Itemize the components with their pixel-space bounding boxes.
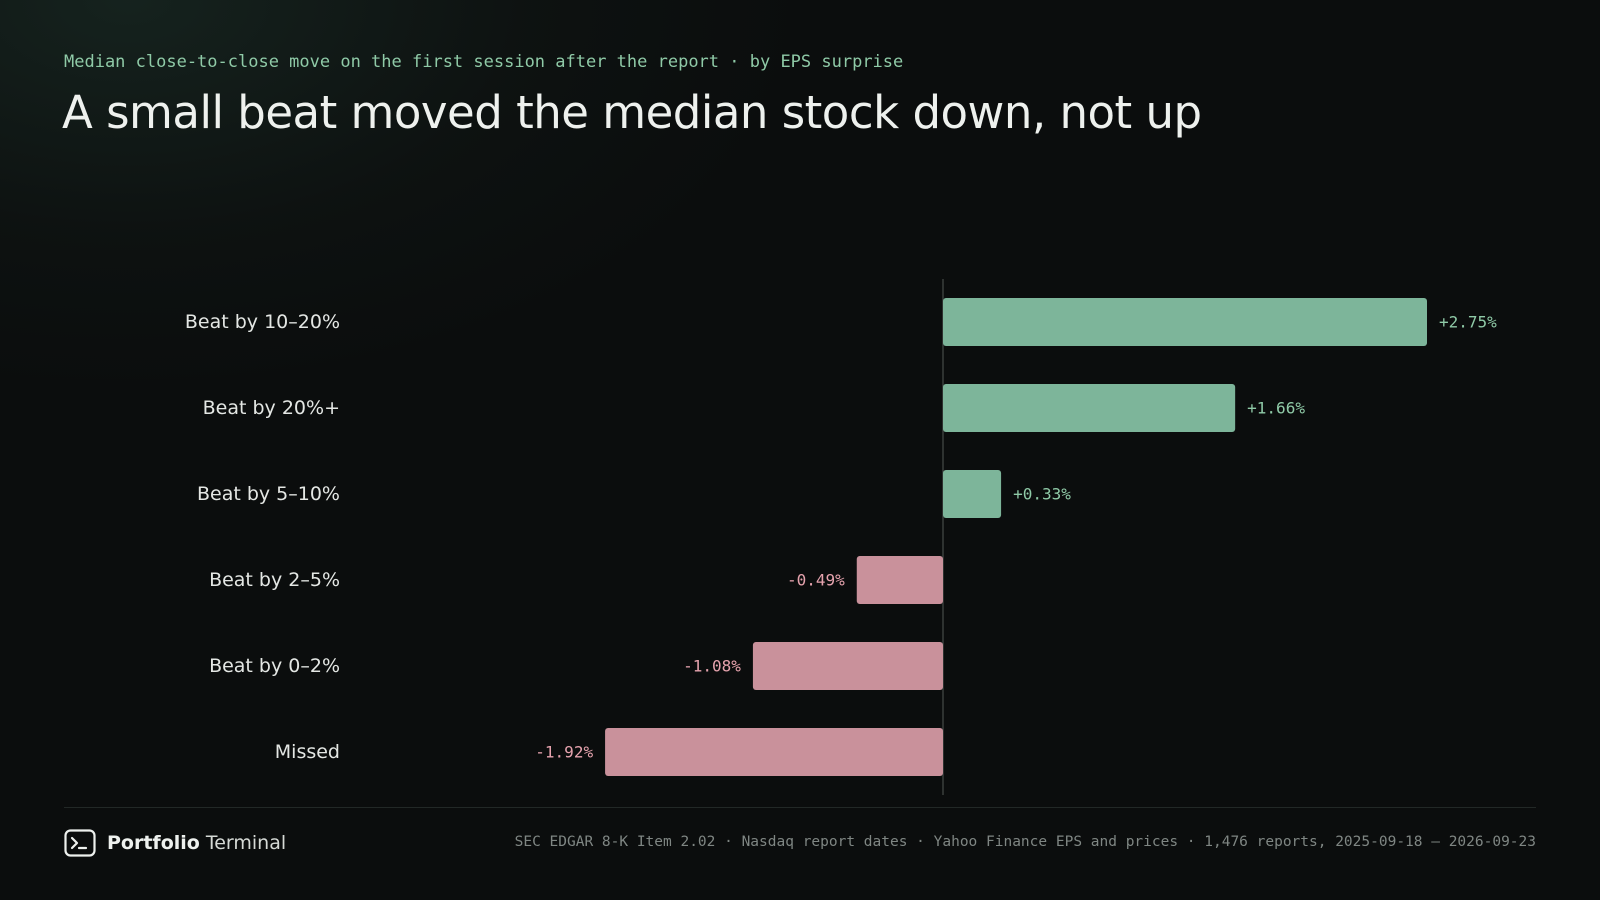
value-label: +2.75% [1439, 313, 1497, 332]
chart-title: A small beat moved the median stock down… [62, 86, 1202, 139]
bar [752, 642, 943, 690]
category-label: Beat by 5–10% [197, 483, 340, 505]
footer-divider [64, 807, 1536, 808]
bar-chart: Beat by 10–20% +2.75% Beat by 20%+ +1.66% Be… [185, 279, 1497, 795]
value-label: -1.92% [535, 743, 593, 762]
category-label: Beat by 10–20% [185, 311, 340, 333]
brand-suffix: Terminal [205, 832, 287, 854]
category-label: Missed [275, 741, 340, 763]
value-label: +0.33% [1013, 485, 1071, 504]
category-label: Beat by 20%+ [203, 397, 340, 419]
bar [856, 556, 943, 604]
bar [943, 298, 1427, 346]
value-label: -0.49% [787, 571, 845, 590]
chart-subtitle: Median close-to-close move on the first … [64, 52, 904, 72]
value-label: +1.66% [1247, 399, 1305, 418]
brand-logo: Portfolio Terminal [64, 826, 286, 860]
terminal-prompt-icon [64, 829, 96, 857]
source-note: SEC EDGAR 8-K Item 2.02 · Nasdaq report … [514, 834, 1536, 850]
bar [943, 470, 1002, 518]
bar [605, 728, 943, 776]
brand-name: Portfolio [107, 832, 200, 854]
category-label: Beat by 2–5% [209, 569, 340, 591]
value-label: -1.08% [683, 657, 741, 676]
category-label: Beat by 0–2% [209, 655, 340, 677]
bar [943, 384, 1236, 432]
